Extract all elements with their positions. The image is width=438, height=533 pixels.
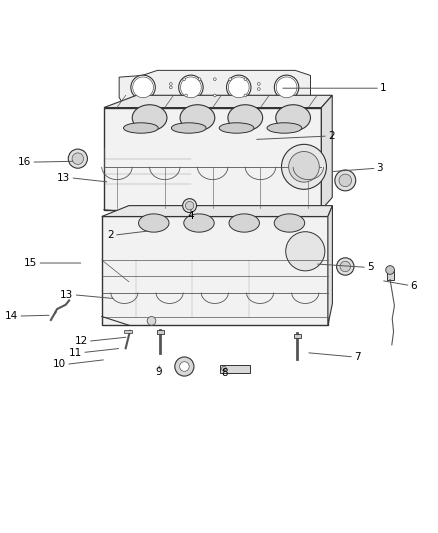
Text: 13: 13 <box>60 290 74 300</box>
Text: 1: 1 <box>380 83 387 93</box>
Polygon shape <box>104 95 332 108</box>
Circle shape <box>72 153 84 164</box>
Ellipse shape <box>132 105 167 131</box>
Text: 13: 13 <box>57 173 71 183</box>
Text: 5: 5 <box>367 262 374 272</box>
Circle shape <box>183 199 197 213</box>
Polygon shape <box>328 206 332 325</box>
Circle shape <box>131 75 155 100</box>
Text: 2: 2 <box>328 131 335 141</box>
Ellipse shape <box>267 123 302 133</box>
Text: 3: 3 <box>377 163 383 173</box>
Circle shape <box>213 78 216 80</box>
Text: 15: 15 <box>24 258 37 268</box>
Text: 2: 2 <box>107 230 114 240</box>
Ellipse shape <box>138 214 169 232</box>
Bar <box>157 330 164 334</box>
Circle shape <box>335 170 356 191</box>
Circle shape <box>198 78 201 80</box>
Text: 9: 9 <box>156 367 162 377</box>
FancyBboxPatch shape <box>104 108 321 210</box>
Polygon shape <box>321 95 332 210</box>
Circle shape <box>258 87 260 91</box>
Circle shape <box>244 78 247 80</box>
Ellipse shape <box>219 123 254 133</box>
Circle shape <box>274 75 299 100</box>
Text: 11: 11 <box>69 348 82 358</box>
FancyBboxPatch shape <box>102 216 328 325</box>
Text: 8: 8 <box>221 368 228 378</box>
Circle shape <box>175 357 194 376</box>
Text: 10: 10 <box>53 359 66 369</box>
Circle shape <box>222 366 226 371</box>
Ellipse shape <box>180 105 215 131</box>
Circle shape <box>276 77 297 98</box>
Circle shape <box>68 149 88 168</box>
Bar <box>387 270 394 279</box>
Bar <box>294 334 301 338</box>
Ellipse shape <box>184 214 214 232</box>
Circle shape <box>170 86 172 88</box>
Text: 4: 4 <box>187 211 194 221</box>
Circle shape <box>340 261 350 272</box>
Circle shape <box>258 83 260 85</box>
Circle shape <box>179 75 203 100</box>
Circle shape <box>185 94 187 97</box>
Polygon shape <box>102 206 332 216</box>
Circle shape <box>228 77 249 98</box>
Circle shape <box>386 265 395 274</box>
Bar <box>124 329 132 333</box>
Circle shape <box>286 232 325 271</box>
Circle shape <box>282 144 326 189</box>
Circle shape <box>185 201 194 210</box>
Circle shape <box>180 77 201 98</box>
Circle shape <box>226 75 251 100</box>
Ellipse shape <box>229 214 259 232</box>
Text: 7: 7 <box>354 352 360 362</box>
Circle shape <box>170 83 172 85</box>
Circle shape <box>180 362 189 372</box>
Circle shape <box>339 174 352 187</box>
Ellipse shape <box>171 123 206 133</box>
Circle shape <box>183 78 186 80</box>
Ellipse shape <box>274 214 305 232</box>
Ellipse shape <box>228 105 263 131</box>
Bar <box>220 365 250 373</box>
Text: 16: 16 <box>18 157 31 167</box>
Text: 6: 6 <box>410 281 417 290</box>
Text: 12: 12 <box>74 336 88 346</box>
Circle shape <box>133 77 153 98</box>
Polygon shape <box>119 70 311 104</box>
Circle shape <box>147 317 156 325</box>
Circle shape <box>336 258 354 275</box>
Text: 14: 14 <box>5 311 18 321</box>
Circle shape <box>229 78 232 80</box>
Circle shape <box>289 151 319 182</box>
Circle shape <box>244 94 247 97</box>
Ellipse shape <box>276 105 311 131</box>
Ellipse shape <box>124 123 158 133</box>
Circle shape <box>213 94 216 97</box>
